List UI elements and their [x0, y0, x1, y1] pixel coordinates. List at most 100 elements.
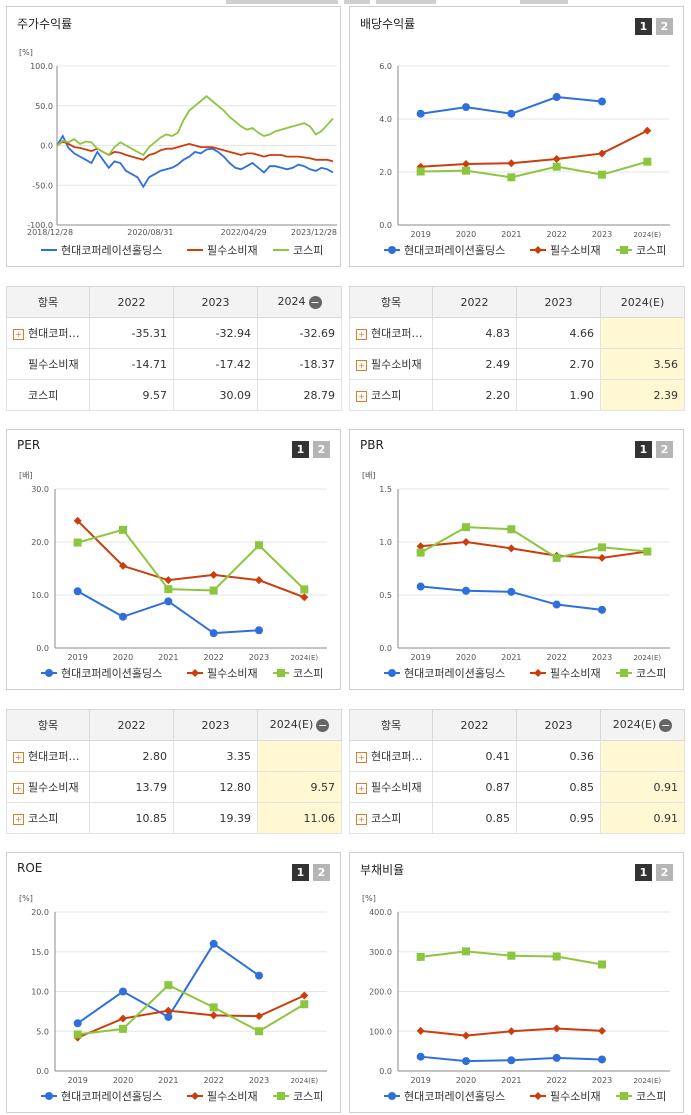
cell: 19.39: [173, 802, 258, 834]
data-point: [119, 525, 127, 534]
col-header: 2023: [516, 709, 601, 741]
expand-icon[interactable]: +: [356, 782, 367, 794]
cell: [257, 740, 342, 772]
page-2-button[interactable]: 2: [313, 864, 330, 881]
y-tick-label: 300.0: [369, 948, 392, 957]
data-point: [73, 1019, 82, 1028]
data-point: [191, 669, 199, 677]
expand-icon[interactable]: +: [13, 782, 24, 794]
legend-label: 코스피: [636, 1090, 666, 1103]
row-label: 필수소비재: [28, 781, 79, 794]
x-tick-label: 2020: [456, 653, 476, 662]
data-point: [598, 97, 606, 106]
col-header: 2023: [173, 286, 258, 318]
cell: 0.91: [600, 802, 685, 834]
x-tick-label: 2022: [546, 653, 566, 662]
page-1-button[interactable]: 1: [635, 441, 652, 458]
y-tick-label: 100.0: [369, 1027, 392, 1036]
expand-icon[interactable]: +: [13, 751, 24, 763]
row-label: 필수소비재: [371, 781, 422, 794]
data-point: [598, 1055, 606, 1064]
expand-icon[interactable]: +: [356, 359, 367, 371]
pbr-table: 항목 2022 2023 2024(E) − + 현대코퍼… 0.41 0.36 +…: [349, 709, 685, 834]
legend-label: 현대코퍼레이션홀딩스: [404, 1090, 505, 1103]
page-1-button[interactable]: 1: [292, 864, 309, 881]
legend-label: 코스피: [293, 1090, 323, 1103]
collapse-icon[interactable]: −: [308, 295, 322, 309]
cell: -32.94: [173, 317, 258, 349]
page-1-button[interactable]: 1: [292, 441, 309, 458]
data-point: [598, 170, 606, 179]
expand-icon[interactable]: +: [356, 751, 367, 763]
page-2-button[interactable]: 2: [656, 18, 673, 35]
col-header: 항목: [6, 709, 90, 741]
page-2-button[interactable]: 2: [656, 441, 673, 458]
cell: 1.90: [516, 379, 601, 411]
page-2-button[interactable]: 2: [313, 441, 330, 458]
y-tick-label: 2.0: [379, 168, 392, 177]
row-label: 현대코퍼…: [371, 327, 423, 340]
expand-icon[interactable]: +: [13, 813, 24, 825]
series-line: [420, 526, 648, 559]
y-tick-label: 200.0: [369, 988, 392, 997]
data-point: [388, 1092, 396, 1100]
unit-label: [%]: [362, 894, 376, 903]
panel-title: 배당수익률: [360, 17, 416, 31]
data-point: [598, 543, 606, 552]
col-header: 2024(E) −: [600, 709, 685, 741]
expand-icon[interactable]: +: [356, 390, 367, 402]
per-chart: [배] 30.0 20.0 10.0 0.0 2019 2020 2021 2022 2023 20…: [19, 471, 327, 680]
cell: 30.09: [173, 379, 258, 411]
expand-icon[interactable]: +: [13, 328, 24, 340]
data-point: [388, 669, 396, 677]
data-point: [164, 585, 173, 594]
page-1-button[interactable]: 1: [635, 864, 652, 881]
legend-label: 코스피: [636, 667, 666, 680]
series-line: [77, 994, 305, 1039]
series-line: [77, 983, 305, 1036]
col-header: 항목: [349, 709, 433, 741]
data-point: [300, 585, 309, 594]
cell: 11.06: [257, 802, 342, 834]
cell: -14.71: [89, 348, 174, 380]
legend-label: 현대코퍼레이션홀딩스: [61, 1090, 162, 1103]
col-header: 2022: [432, 709, 517, 741]
data-point: [552, 1053, 561, 1062]
data-point: [507, 109, 516, 118]
collapse-icon[interactable]: −: [659, 718, 673, 732]
data-point: [416, 582, 425, 591]
series-line: [420, 540, 648, 559]
legend-label: 코스피: [293, 667, 323, 680]
cell: 2.20: [432, 379, 517, 411]
table-row: + 필수소비재 2.49 2.70 3.56: [349, 348, 685, 380]
table-row: + 현대코퍼… -35.31 -32.94 -32.69: [6, 317, 342, 349]
table-row: + 현대코퍼… 4.83 4.66: [349, 317, 685, 349]
x-tick-label: 2019: [410, 230, 430, 239]
y-tick-label: 1.5: [379, 485, 392, 494]
data-point: [507, 1027, 516, 1036]
series-line: [77, 528, 306, 592]
data-point: [507, 951, 516, 960]
col-header: 2022: [432, 286, 517, 318]
expand-icon[interactable]: +: [356, 813, 367, 825]
x-tick-label: 2021: [158, 1076, 178, 1085]
expand-icon[interactable]: +: [356, 328, 367, 340]
data-point: [209, 1003, 218, 1012]
cell: 12.80: [173, 771, 258, 803]
data-point: [552, 553, 561, 562]
y-tick-label: 0.0: [379, 221, 392, 230]
cell: 3.56: [600, 348, 685, 380]
x-tick-label: 2021: [501, 230, 521, 239]
data-point: [507, 159, 516, 168]
data-point: [462, 1057, 470, 1066]
legend-label: 필수소비재: [550, 244, 601, 257]
page-2-button[interactable]: 2: [656, 864, 673, 881]
col-header: 항목: [6, 286, 90, 318]
page-1-button[interactable]: 1: [635, 18, 652, 35]
collapse-icon[interactable]: −: [316, 718, 330, 732]
y-tick-label: 0.5: [379, 591, 392, 600]
data-point: [73, 587, 82, 596]
